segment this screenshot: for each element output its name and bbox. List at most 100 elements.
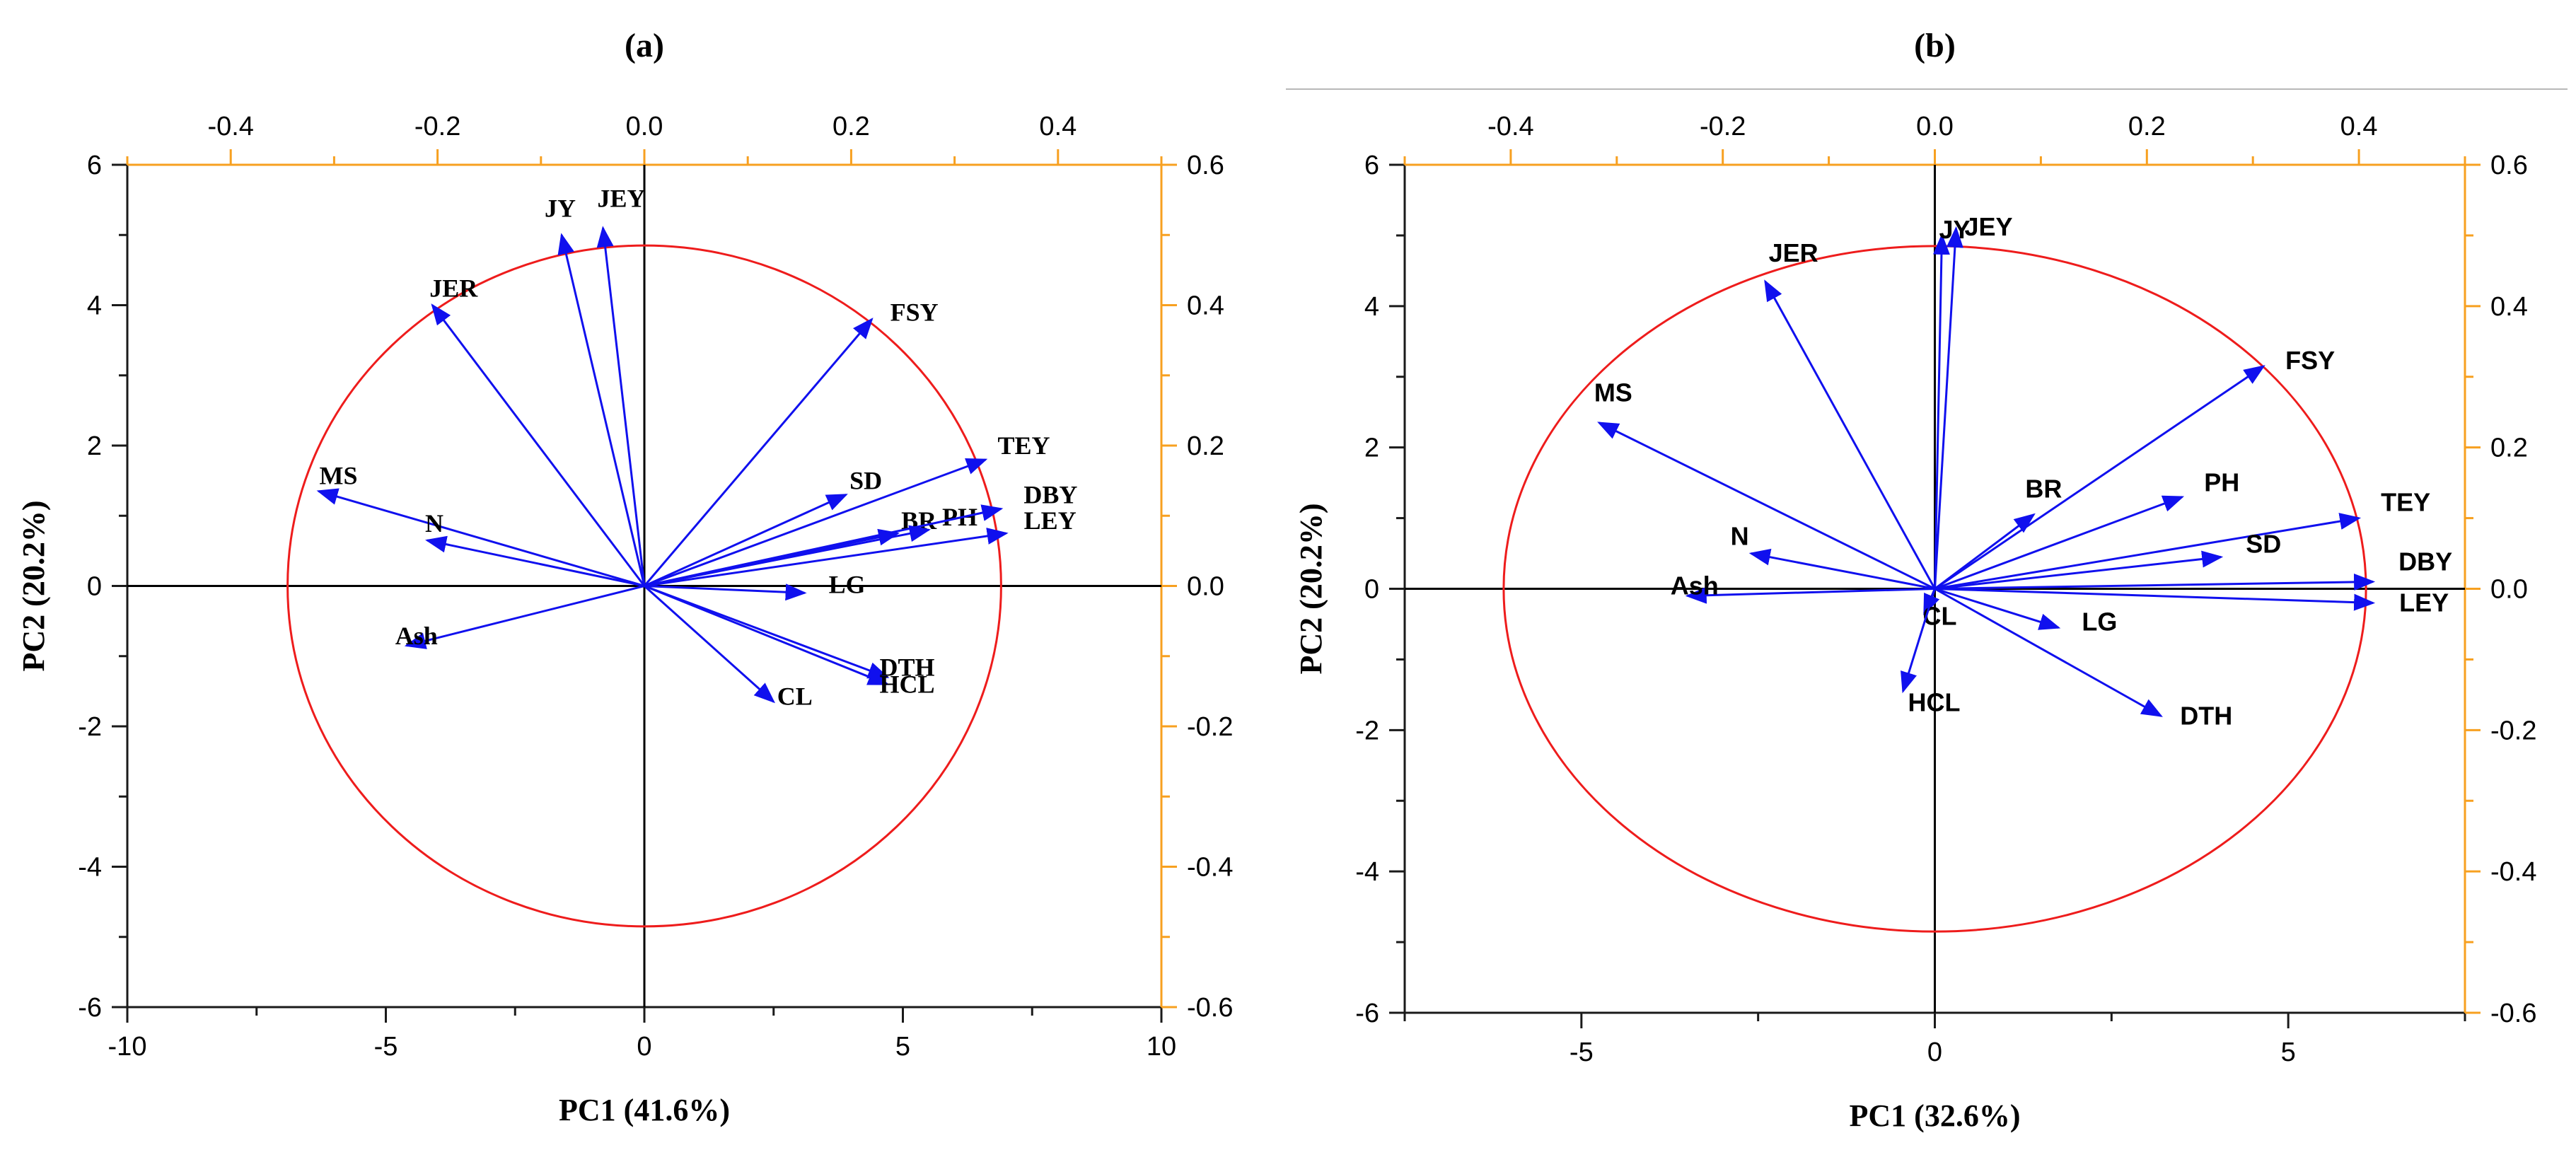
y-axis-label: PC2 (20.2%) [16,501,51,672]
right-tick-label: 0.4 [1187,291,1224,321]
vector-label: LG [829,570,866,598]
top-tick-label: -0.4 [1487,112,1533,141]
vector-arrow [1934,573,2376,591]
vector-n: N [425,509,645,587]
vector-ash: Ash [1671,571,1935,604]
vector-label: CL [777,682,813,710]
x-tick-label: -5 [374,1032,398,1062]
x-tick-label: 0 [1927,1038,1942,1067]
vector-arrow [1934,513,2036,590]
vector-br: BR [1934,475,2062,590]
right-tick-label: -0.2 [1187,712,1233,742]
vector-arrow [1901,588,1936,694]
vector-label: LEY [2399,588,2449,617]
vector-arrow [1934,495,2185,590]
vector-label: FSY [2285,346,2335,375]
y-tick-label: -6 [78,993,102,1023]
vector-br: BR [644,506,937,587]
correlation-circle [286,244,1002,928]
vector-arrow [596,226,646,586]
y-tick-label: -6 [1355,999,1379,1028]
vector-ms: MS [316,462,645,587]
vector-arrow [557,233,646,586]
vector-sd: SD [1934,530,2281,590]
vector-label: JEY [1964,212,2012,241]
top-tick-label: -0.2 [414,112,460,141]
top-tick-label: 0.4 [2340,112,2378,141]
vector-arrow [1764,279,1936,590]
vector-ash: Ash [395,585,645,650]
top-tick-label: 0.2 [2128,112,2166,141]
vector-arrow [316,488,645,587]
y-tick-label: -4 [78,853,102,883]
vector-dby: DBY [1934,547,2452,591]
vector-label: LEY [1024,506,1077,535]
vector-ms: MS [1594,378,1936,590]
panel-title: (b) [1914,27,1956,64]
vector-label: JER [1769,238,1818,267]
top-tick-label: 0.0 [626,112,663,141]
vector-label: SD [849,466,882,494]
y-tick-label: 6 [87,151,102,180]
y-tick-label: 2 [87,431,102,461]
y-tick-label: -2 [78,712,102,742]
top-tick-label: -0.2 [1700,112,1746,141]
vector-arrow [1934,588,2376,611]
x-tick-label: 5 [895,1032,910,1062]
right-tick-label: 0.0 [1187,572,1224,602]
vector-label: MS [1594,378,1632,407]
vector-dby: DBY [644,480,1077,587]
vector-ley: LEY [1934,588,2449,617]
vector-arrow [1934,588,2163,717]
vector-dth: DTH [644,585,935,682]
vector-label: Ash [395,622,438,650]
vector-label: LG [2082,607,2117,636]
vector-cl: CL [643,585,813,710]
y-tick-label: 4 [87,291,102,321]
y-axis-label: PC2 (20.2%) [1294,504,1328,675]
panel-a: (a) -10 -5 0 5 10 -6 -4 -2 0 2 4 6 -0.4 -0.2 0.0 0.2 0.4 -… [16,27,1233,1127]
right-tick-label: 0.2 [1187,431,1224,461]
vector-jer: JER [429,274,646,587]
vector-lg: LG [644,570,866,601]
vector-ph: PH [1934,468,2239,590]
vector-arrow [1748,548,1935,590]
vector-arrow [1597,422,1936,590]
right-tick-label: 0.2 [2490,434,2528,463]
vector-label: JER [429,274,478,303]
vector-hcl: HCL [1901,588,1961,716]
x-tick-label: 10 [1147,1032,1176,1062]
right-tick-label: -0.4 [1187,853,1233,883]
vector-arrow [1934,550,2224,590]
vector-arrow [644,585,890,679]
vector-label: HCL [1908,687,1961,716]
vector-arrow [643,585,775,704]
top-tick-label: 0.4 [1039,112,1077,141]
vector-arrow [1934,365,2265,590]
vector-arrow [404,585,645,649]
vector-label: TEY [2381,488,2430,517]
right-tick-label: -0.4 [2490,857,2536,887]
vector-arrow [425,535,645,587]
panel-b: (b) -5 0 5 -6 -4 -2 0 2 4 6 -0.4 -0.2 0.0 0.2 0.4 -0.6 -0… [1294,27,2536,1133]
vector-ley: LEY [644,506,1077,587]
y-tick-label: 2 [1364,434,1379,463]
y-tick-label: -2 [1355,716,1379,745]
x-axis-label: PC1 (32.6%) [1850,1098,2021,1133]
vector-label: MS [319,462,357,490]
vector-jey: JEY [596,184,646,586]
vector-arrow [1934,513,2362,590]
x-tick-label: 0 [637,1032,651,1062]
vector-jer: JER [1764,238,1936,590]
vector-n: N [1731,522,1935,590]
vector-arrow [643,318,874,587]
vector-arrow [644,583,807,601]
right-tick-label: 0.4 [2490,292,2528,322]
right-tick-label: -0.2 [2490,716,2536,745]
panel-title: (a) [625,27,664,64]
vector-arrow [644,458,988,587]
vector-jey: JEY [1934,212,2013,589]
y-tick-label: 6 [1364,151,1379,180]
